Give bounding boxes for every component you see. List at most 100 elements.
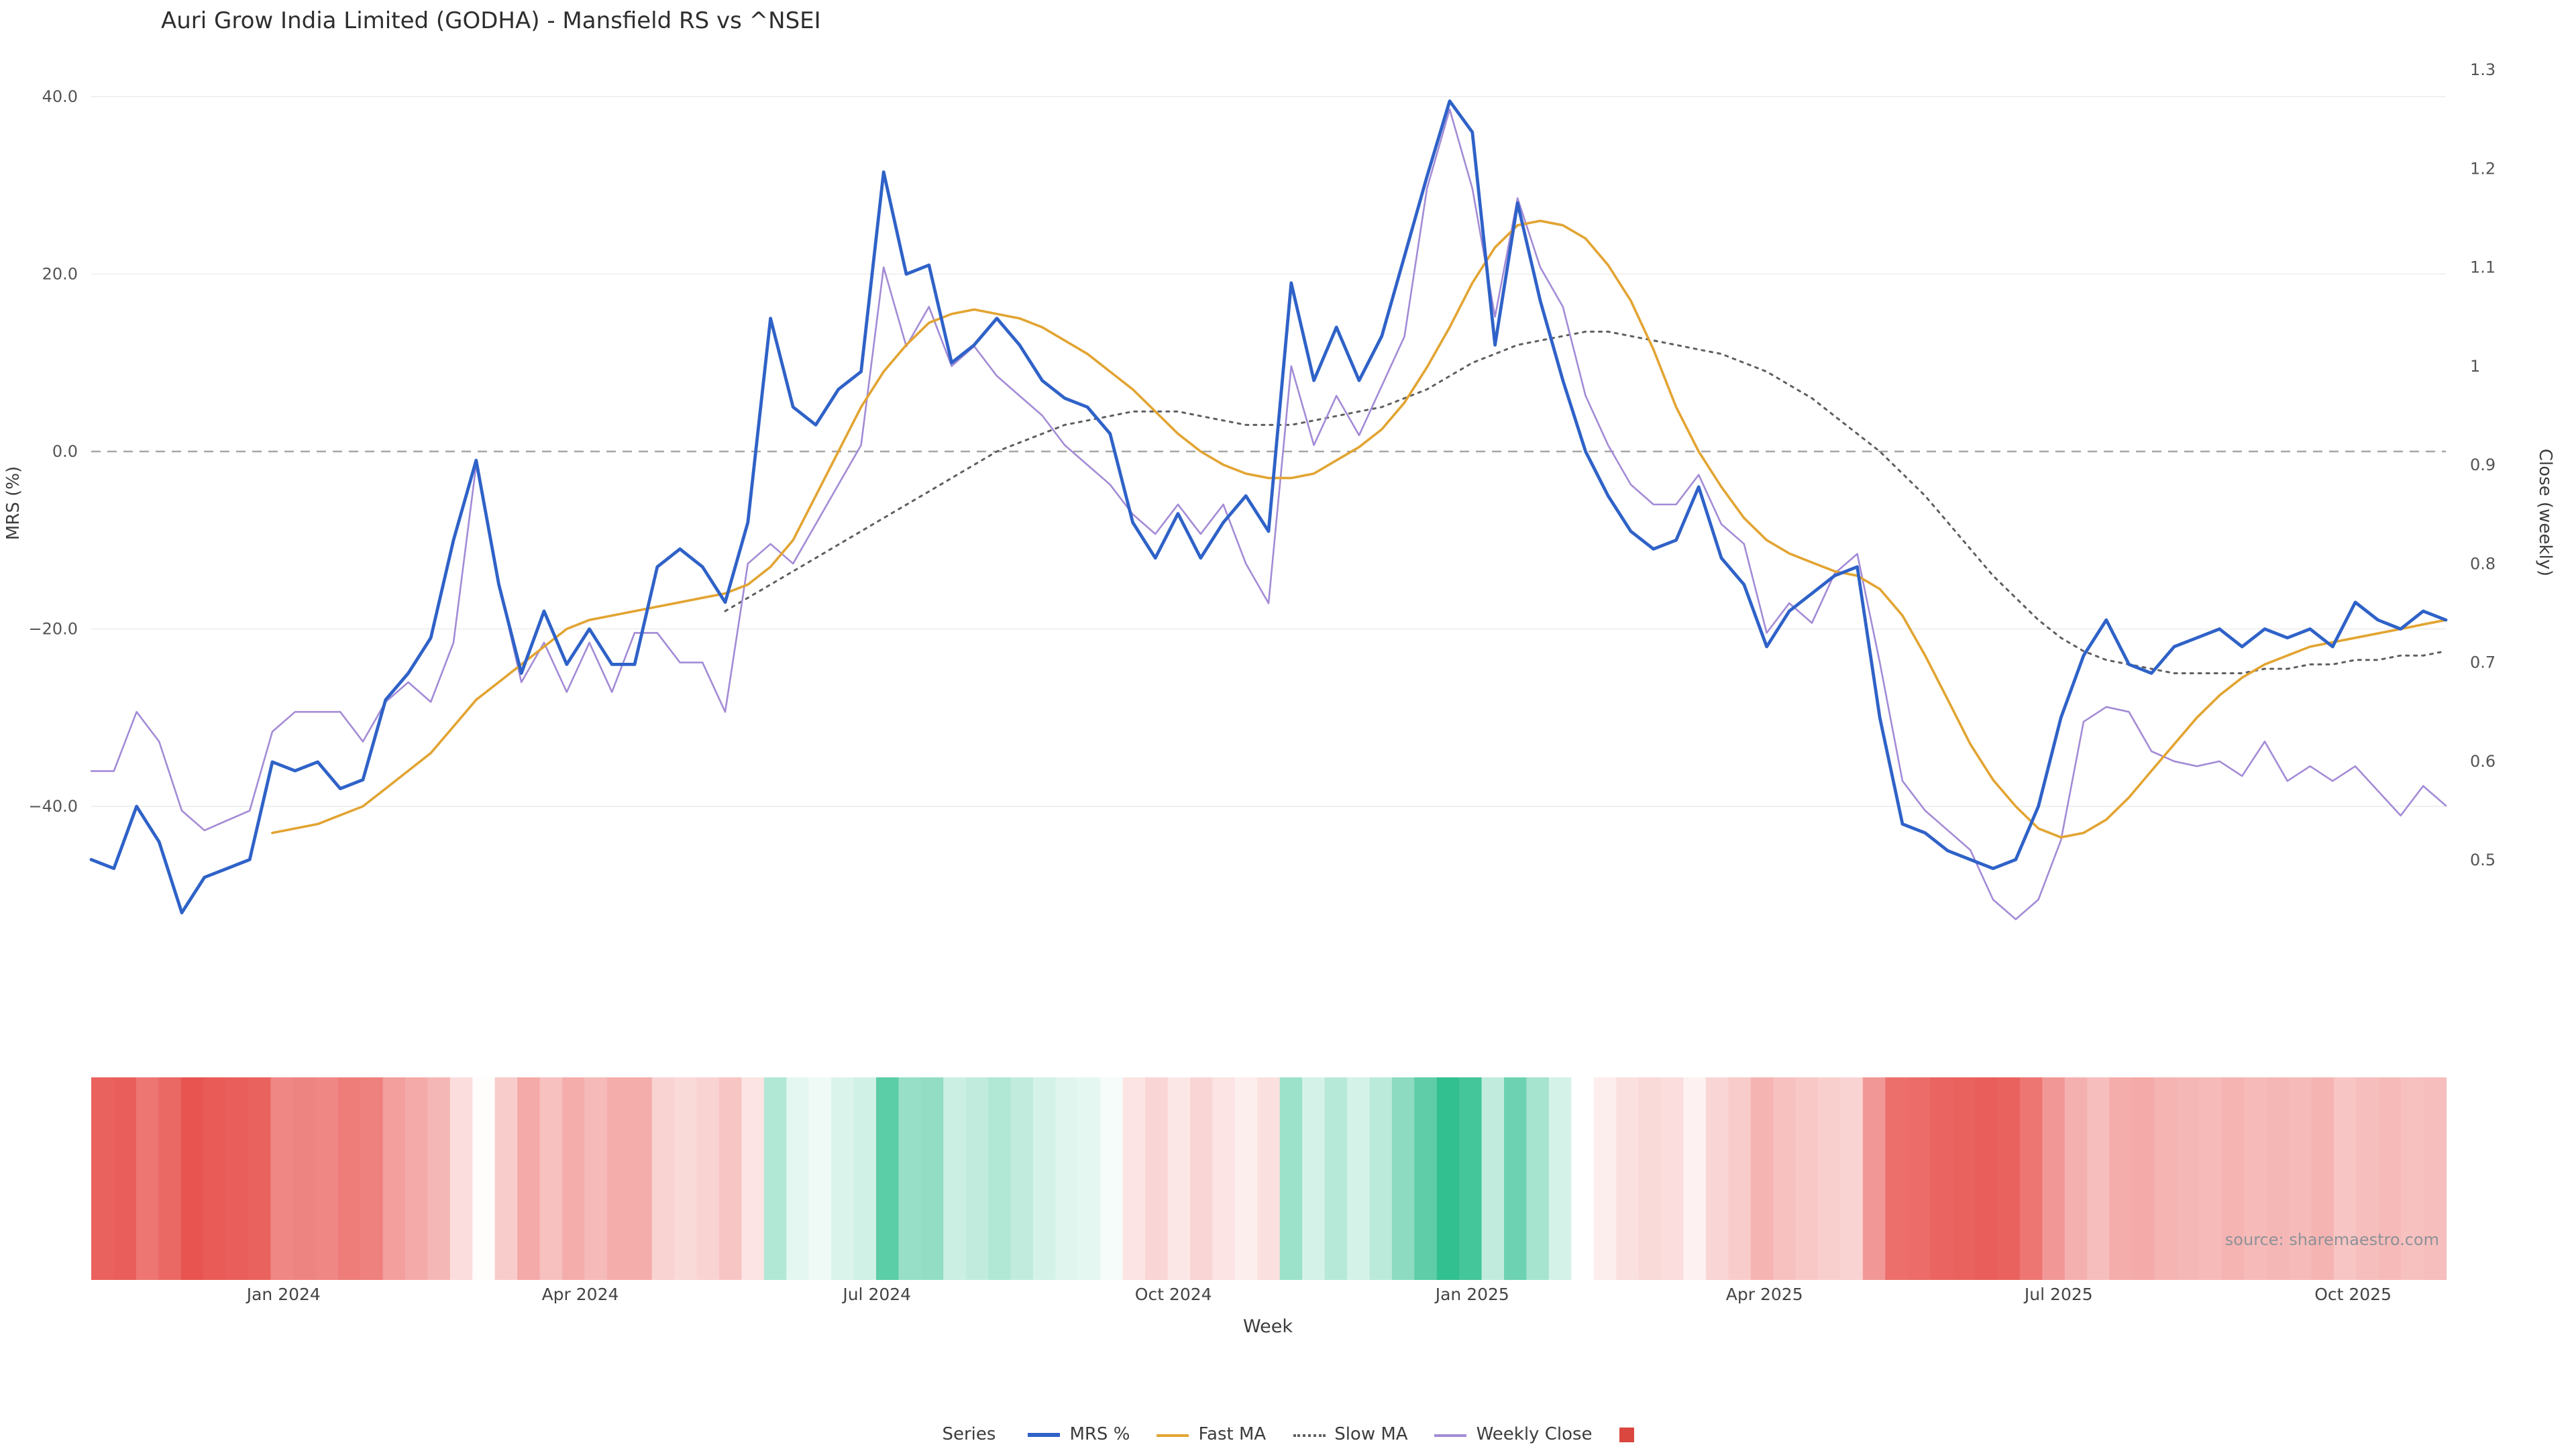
left-tick-label: 20.0 [42, 265, 78, 284]
series-line-fast-ma [271, 219, 2447, 839]
legend-line-swatch [1293, 1434, 1326, 1436]
right-tick-label: 1.3 [2470, 60, 2496, 79]
heatmap-cell [427, 1077, 451, 1280]
heatmap-cell [2266, 1077, 2290, 1280]
series-legend: Series MRS % Fast MA Slow MA Weekly Close [0, 1425, 2576, 1445]
heatmap-cell [1279, 1077, 1303, 1280]
legend-item-weekly-close[interactable]: Weekly Close [1434, 1425, 1593, 1445]
heatmap-cell [1481, 1077, 1505, 1280]
heatmap-cell [1145, 1077, 1169, 1280]
left-tick-label: 40.0 [42, 87, 78, 106]
heatmap-cell [1862, 1077, 1886, 1280]
heatmap-cell [2378, 1077, 2402, 1280]
x-tick-label: Jul 2025 [2023, 1285, 2093, 1304]
right-tick-label: 0.6 [2470, 752, 2496, 771]
heatmap-cell [2289, 1077, 2312, 1280]
heatmap-cell [2042, 1077, 2065, 1280]
heatmap-cell [2109, 1077, 2133, 1280]
legend-item-mrs-[interactable]: MRS % [1028, 1425, 1130, 1445]
heatmap-cell [382, 1077, 407, 1280]
legend-line-swatch [1434, 1434, 1467, 1436]
heatmap-cell [136, 1077, 160, 1280]
heatmap-cell [1257, 1077, 1281, 1280]
chart-title: Auri Grow India Limited (GODHA) - Mansfi… [161, 8, 821, 35]
heatmap-cell [876, 1077, 900, 1280]
heatmap-cell [1952, 1077, 1976, 1280]
heatmap-cell [539, 1077, 564, 1280]
x-tick-label: Jan 2024 [246, 1285, 321, 1304]
heatmap-cell [696, 1077, 720, 1280]
heatmap-cell [1683, 1077, 1707, 1280]
legend-item-heatmap[interactable] [1619, 1428, 1634, 1442]
heatmap-cell [1436, 1077, 1460, 1280]
heatmap-cell [2356, 1077, 2379, 1280]
heatmap-cell [1907, 1077, 1931, 1280]
heatmap-cell [786, 1077, 810, 1280]
heatmap-cell [225, 1077, 250, 1280]
heatmap-cell [494, 1077, 519, 1280]
heatmap-cell [1818, 1077, 1841, 1280]
legend-item-label: MRS % [1069, 1425, 1130, 1445]
heatmap-cell [1167, 1077, 1191, 1280]
heatmap-cell [1391, 1077, 1415, 1280]
heatmap-cell [1885, 1077, 1909, 1280]
legend-square-swatch [1619, 1428, 1634, 1442]
series-line-mrs- [89, 99, 2448, 914]
right-tick-label: 0.8 [2470, 554, 2496, 573]
heatmap-cell [405, 1077, 429, 1280]
x-tick-label: Jan 2025 [1434, 1285, 1509, 1304]
heatmap-cell [270, 1077, 294, 1280]
heatmap-cell [2333, 1077, 2357, 1280]
heatmap-cell [1593, 1077, 1617, 1280]
legend-title: Series [942, 1425, 996, 1445]
heatmap-cell [1504, 1077, 1527, 1280]
heatmap-cell [1010, 1077, 1034, 1280]
heatmap-cell [180, 1077, 205, 1280]
heatmap-cell [2176, 1077, 2200, 1280]
heatmap-cell [1705, 1077, 1729, 1280]
heatmap-cell [1661, 1077, 1684, 1280]
heatmap-cell [808, 1077, 833, 1280]
series-lines [89, 99, 2448, 920]
heatmap-cell [1324, 1077, 1348, 1280]
heatmap-cell [943, 1077, 967, 1280]
legend-line-swatch [1028, 1433, 1061, 1437]
heatmap-cell [831, 1077, 855, 1280]
heatmap-cell [1728, 1077, 1752, 1280]
heatmap-cell [203, 1077, 227, 1280]
heatmap-cell [472, 1077, 496, 1280]
right-tick-label: 0.9 [2470, 455, 2496, 474]
heatmap-cell [898, 1077, 922, 1280]
left-tick-label: 0.0 [52, 442, 78, 461]
legend-item-slow-ma[interactable]: Slow MA [1293, 1425, 1408, 1445]
x-tick-label: Jul 2024 [841, 1285, 911, 1304]
heatmap-cell [2423, 1077, 2447, 1280]
heatmap-cell [1077, 1077, 1102, 1280]
heatmap-cell [337, 1077, 362, 1280]
heatmap-cell [360, 1077, 384, 1280]
heatmap-cell [113, 1077, 138, 1280]
left-tick-label: −40.0 [28, 797, 78, 816]
x-tick-label: Apr 2025 [1726, 1285, 1803, 1304]
series-line-slow-ma [724, 330, 2447, 675]
heatmap-cell [1616, 1077, 1640, 1280]
heatmap-cell [2401, 1077, 2424, 1280]
legend-item-label: Slow MA [1334, 1425, 1408, 1445]
heatmap-cell [1548, 1077, 1572, 1280]
axis-labels: 40.0 20.0 0.0 −20.0 −40.0 1.3 1.2 1.1 1 0.9 0.8 0.7… [28, 60, 2496, 1304]
heatmap-cell [2311, 1077, 2335, 1280]
heatmap-cell [1100, 1077, 1124, 1280]
heatmap-cell [1055, 1077, 1079, 1280]
legend-item-fast-ma[interactable]: Fast MA [1157, 1425, 1266, 1445]
right-tick-label: 1.1 [2470, 258, 2496, 277]
heatmap-cell [629, 1077, 653, 1280]
source-credit: source: sharemaestro.com [2225, 1230, 2439, 1249]
right-tick-label: 0.5 [2470, 851, 2496, 869]
heatmap-cell [158, 1077, 182, 1280]
heatmap-cell [1414, 1077, 1438, 1280]
right-axis-title: Close (weekly) [2535, 449, 2555, 576]
heatmap-cell [965, 1077, 989, 1280]
heatmap-cell [2132, 1077, 2155, 1280]
heatmap-cell [1638, 1077, 1662, 1280]
